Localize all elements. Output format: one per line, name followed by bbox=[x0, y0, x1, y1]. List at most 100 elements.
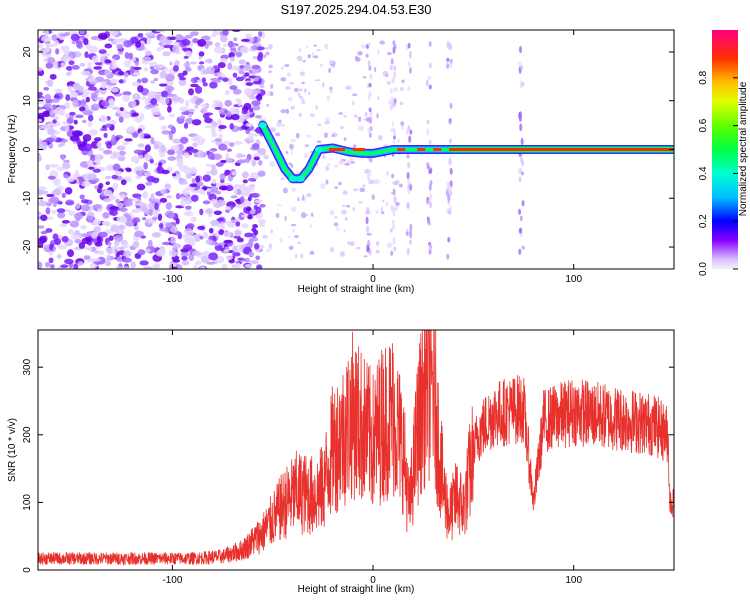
noise-blob bbox=[179, 106, 189, 112]
spectrogram-y-axis-label: Frequency (Hz) bbox=[7, 115, 18, 184]
noise-blob bbox=[123, 250, 132, 258]
noise-blob bbox=[219, 35, 228, 43]
noise-blob bbox=[231, 113, 240, 121]
streak-blob bbox=[428, 62, 432, 69]
noise-blob bbox=[355, 57, 361, 63]
noise-blob bbox=[240, 38, 251, 43]
noise-blob bbox=[362, 184, 366, 188]
noise-blob bbox=[138, 154, 144, 159]
noise-blob bbox=[194, 104, 199, 109]
noise-blob bbox=[223, 249, 230, 253]
noise-blob bbox=[338, 159, 345, 165]
streak-blob bbox=[427, 75, 431, 81]
noise-blob bbox=[137, 32, 144, 38]
noise-blob bbox=[284, 86, 291, 90]
streak-blob bbox=[393, 43, 397, 50]
noise-blob bbox=[159, 150, 166, 158]
noise-blob bbox=[135, 41, 142, 48]
noise-blob bbox=[159, 197, 168, 203]
noise-blob bbox=[224, 220, 233, 225]
noise-blob bbox=[214, 242, 220, 247]
noise-blob bbox=[331, 134, 335, 138]
noise-blob bbox=[245, 206, 252, 212]
noise-blob bbox=[262, 54, 267, 59]
noise-blob bbox=[270, 127, 276, 133]
noise-blob bbox=[338, 112, 344, 115]
noise-blob bbox=[80, 180, 91, 187]
noise-blob bbox=[324, 43, 329, 50]
noise-blob bbox=[87, 247, 93, 251]
noise-blob bbox=[328, 60, 335, 64]
noise-blob bbox=[162, 51, 171, 57]
noise-blob bbox=[185, 34, 193, 39]
noise-blob bbox=[235, 51, 243, 58]
noise-blob bbox=[251, 227, 257, 232]
noise-blob bbox=[382, 199, 385, 203]
noise-blob bbox=[115, 266, 122, 269]
noise-blob bbox=[119, 194, 126, 199]
noise-blob bbox=[61, 192, 66, 198]
noise-blob bbox=[45, 228, 53, 233]
noise-blob bbox=[223, 230, 232, 237]
noise-blob bbox=[299, 95, 304, 100]
noise-blob bbox=[65, 65, 73, 71]
streak-blob bbox=[446, 40, 450, 48]
noise-blob bbox=[225, 208, 231, 213]
noise-blob bbox=[267, 43, 273, 50]
noise-blob bbox=[194, 260, 202, 265]
noise-blob bbox=[91, 55, 99, 63]
noise-blob bbox=[325, 117, 330, 122]
noise-blob bbox=[183, 152, 190, 159]
noise-blob bbox=[187, 108, 196, 113]
noise-blob bbox=[177, 264, 183, 269]
noise-blob bbox=[91, 104, 96, 111]
noise-blob bbox=[382, 70, 389, 77]
noise-blob bbox=[153, 77, 159, 82]
ridge-core bbox=[433, 148, 442, 151]
ridge-blob bbox=[288, 175, 297, 182]
noise-blob bbox=[306, 134, 312, 138]
noise-blob bbox=[91, 231, 98, 239]
noise-blob bbox=[302, 194, 305, 201]
noise-blob bbox=[191, 177, 196, 184]
streak-blob bbox=[520, 137, 524, 146]
noise-blob bbox=[233, 141, 243, 145]
noise-blob bbox=[122, 242, 130, 249]
noise-blob bbox=[244, 64, 252, 72]
streak-blob bbox=[519, 215, 523, 222]
noise-blob bbox=[329, 86, 333, 91]
noise-blob bbox=[94, 177, 100, 183]
noise-blob bbox=[254, 114, 262, 119]
noise-blob bbox=[88, 45, 99, 54]
noise-blob bbox=[205, 208, 214, 215]
noise-blob bbox=[155, 94, 161, 101]
noise-blob bbox=[68, 210, 76, 216]
noise-blob bbox=[269, 161, 276, 168]
noise-blob bbox=[190, 31, 199, 36]
noise-blob bbox=[84, 88, 90, 96]
streak-blob bbox=[393, 246, 397, 252]
noise-blob bbox=[101, 221, 107, 226]
noise-blob bbox=[375, 210, 379, 214]
noise-blob bbox=[185, 66, 192, 72]
noise-blob bbox=[69, 220, 80, 228]
noise-blob bbox=[387, 100, 392, 105]
noise-blob bbox=[177, 144, 184, 151]
noise-blob bbox=[204, 43, 209, 49]
noise-blob bbox=[92, 204, 102, 210]
noise-blob bbox=[65, 72, 72, 76]
noise-blob bbox=[248, 132, 254, 139]
streak-blob bbox=[407, 86, 411, 92]
noise-blob bbox=[38, 225, 45, 229]
noise-blob bbox=[242, 187, 251, 195]
noise-blob bbox=[152, 263, 159, 269]
noise-blob bbox=[310, 212, 314, 217]
noise-blob bbox=[205, 67, 210, 75]
noise-blob bbox=[295, 132, 300, 139]
noise-blob bbox=[104, 260, 111, 266]
noise-blob bbox=[202, 174, 212, 182]
noise-blob bbox=[94, 250, 99, 254]
noise-blob bbox=[80, 99, 87, 107]
noise-blob bbox=[213, 210, 222, 216]
noise-blob bbox=[379, 40, 386, 45]
